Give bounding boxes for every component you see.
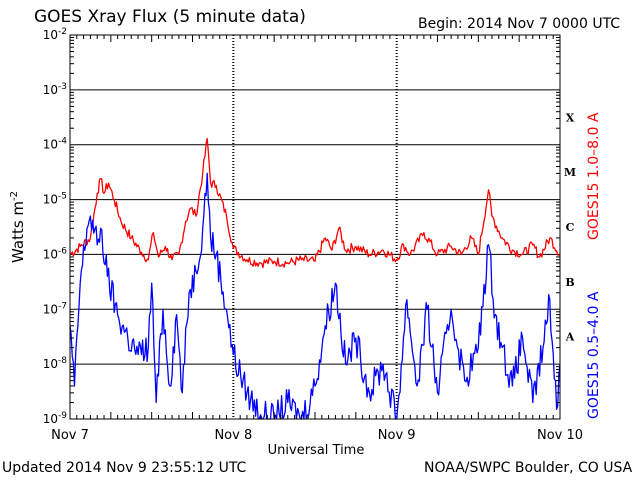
y-axis-label-text: Watts m: [9, 201, 27, 263]
flare-class-label: C: [566, 221, 575, 234]
y-tick-label: 10-5: [43, 192, 67, 207]
series-line-short-wavelength: [69, 172, 561, 420]
chart-title: GOES Xray Flux (5 minute data): [34, 7, 306, 27]
y-tick-label: 10-3: [43, 82, 67, 97]
credit-label: NOAA/SWPC Boulder, CO USA: [424, 460, 633, 476]
x-tick-label: Nov 10: [537, 428, 583, 443]
x-tick-label: Nov 8: [214, 428, 252, 443]
begin-time-label: Begin: 2014 Nov 7 0000 UTC: [418, 16, 621, 32]
flare-class-label: A: [565, 331, 575, 344]
axis-layer: 10-9 10-8 10-7 10-6 10-5 10-4 10-3 10-2 Nov 7 Nov…: [43, 27, 583, 443]
grid-layer: [70, 35, 560, 419]
y-tick-label: 10-8: [43, 356, 68, 371]
series-layer: [69, 137, 561, 420]
flare-class-label: B: [565, 276, 574, 289]
x-axis-label: Universal Time: [268, 443, 365, 458]
flare-class-label: X: [566, 111, 575, 124]
y-tick-label: 10-6: [43, 246, 68, 261]
plot-frame: [69, 34, 561, 420]
y-tick-label: 10-4: [43, 137, 68, 152]
y-tick-label: 10-9: [43, 411, 68, 426]
x-tick-label: Nov 9: [378, 428, 416, 443]
x-tick-label: Nov 7: [51, 428, 89, 443]
legend-blue-series: GOES15 0.5–4.0 A: [586, 291, 602, 419]
legend-red-series: GOES15 1.0–8.0 A: [586, 112, 602, 240]
y-axis-label: Watts m-2: [9, 191, 27, 263]
y-axis-label-sup: -2: [9, 191, 20, 201]
updated-timestamp: Updated 2014 Nov 9 23:55:12 UTC: [2, 460, 247, 476]
series-line-long-wavelength: [69, 137, 561, 269]
y-tick-label: 10-2: [43, 27, 67, 42]
flare-class-label: M: [564, 166, 576, 179]
y-tick-label: 10-7: [43, 301, 67, 316]
flare-class-layer: A B C M X: [564, 111, 576, 343]
